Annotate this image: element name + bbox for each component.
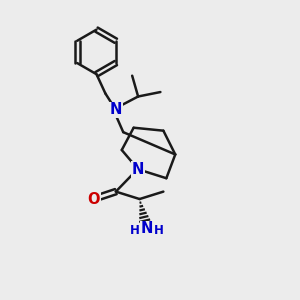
Text: N: N xyxy=(132,162,144,177)
Text: N: N xyxy=(110,102,122,117)
Text: H: H xyxy=(130,224,140,237)
Text: H: H xyxy=(154,224,164,237)
Text: O: O xyxy=(87,191,100,206)
Text: N: N xyxy=(141,221,153,236)
